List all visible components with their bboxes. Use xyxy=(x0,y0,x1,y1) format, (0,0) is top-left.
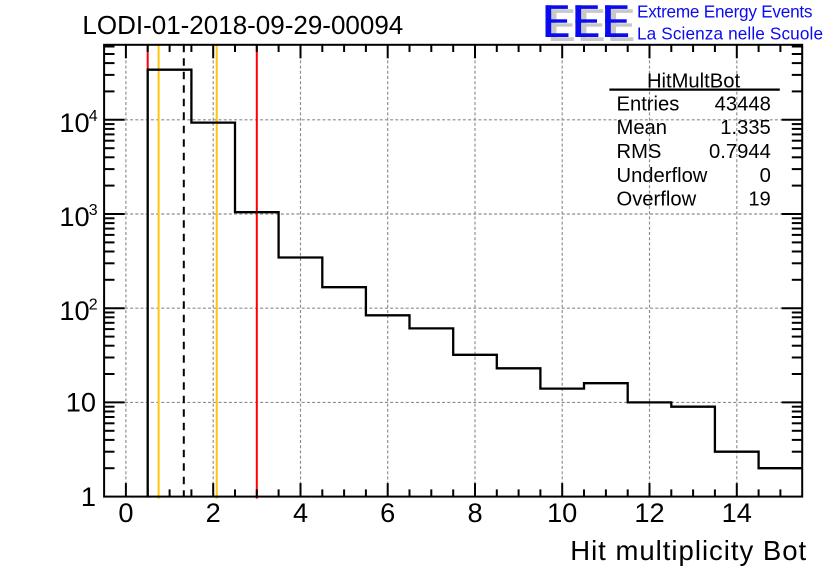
svg-text:10: 10 xyxy=(59,201,89,232)
svg-text:43448: 43448 xyxy=(715,93,771,115)
svg-text:6: 6 xyxy=(380,497,395,528)
svg-text:19: 19 xyxy=(748,189,770,211)
svg-text:4: 4 xyxy=(293,497,308,528)
svg-text:Mean: Mean xyxy=(617,117,668,139)
svg-text:Overflow: Overflow xyxy=(617,189,697,211)
svg-text:0: 0 xyxy=(118,497,133,528)
svg-text:0: 0 xyxy=(760,165,771,187)
svg-text:10: 10 xyxy=(547,497,577,528)
svg-text:HitMultBot: HitMultBot xyxy=(647,71,741,93)
svg-text:4: 4 xyxy=(89,108,98,125)
svg-text:Extreme Energy Events: Extreme Energy Events xyxy=(637,2,813,22)
svg-text:LODI-01-2018-09-29-00094: LODI-01-2018-09-29-00094 xyxy=(82,10,403,40)
svg-text:10: 10 xyxy=(59,295,89,326)
svg-text:0.7944: 0.7944 xyxy=(709,141,771,163)
svg-text:10: 10 xyxy=(66,387,96,418)
svg-text:10: 10 xyxy=(59,107,89,138)
svg-text:1.335: 1.335 xyxy=(720,117,771,139)
svg-text:14: 14 xyxy=(722,497,752,528)
svg-text:2: 2 xyxy=(89,296,98,313)
svg-text:Hit multiplicity Bot: Hit multiplicity Bot xyxy=(570,535,806,566)
svg-text:Underflow: Underflow xyxy=(617,165,708,187)
svg-text:La Scienza nelle Scuole: La Scienza nelle Scuole xyxy=(637,23,823,43)
svg-text:2: 2 xyxy=(206,497,221,528)
svg-text:12: 12 xyxy=(634,497,664,528)
svg-text:1: 1 xyxy=(81,481,96,512)
svg-text:3: 3 xyxy=(89,202,98,219)
svg-text:Entries: Entries xyxy=(617,93,680,115)
svg-text:8: 8 xyxy=(467,497,482,528)
svg-text:RMS: RMS xyxy=(617,141,662,163)
